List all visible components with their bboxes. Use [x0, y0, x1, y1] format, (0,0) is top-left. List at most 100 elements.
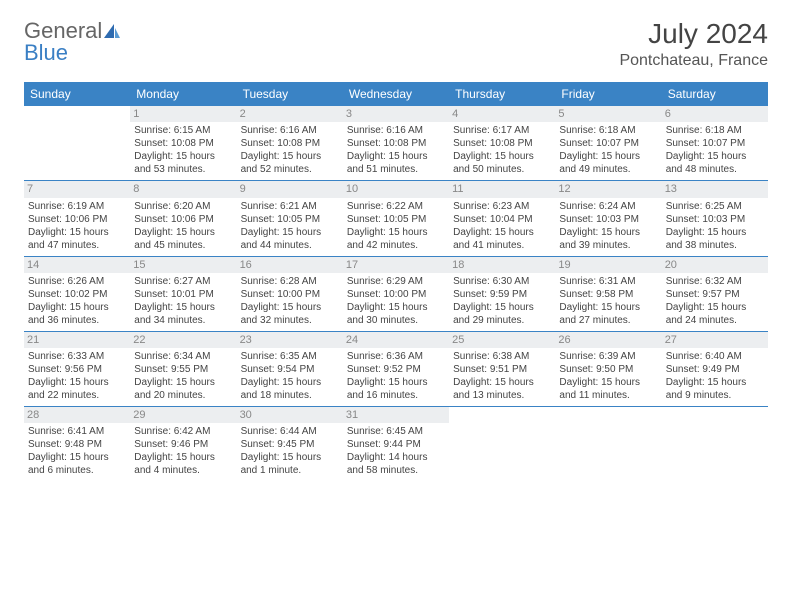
- day-header: Saturday: [662, 82, 768, 106]
- calendar-cell: 27 Sunrise: 6:40 AMSunset: 9:49 PMDayligh…: [662, 331, 768, 406]
- sunrise-line: Sunrise: 6:45 AM: [347, 425, 445, 438]
- daylight-line: Daylight: 15 hours and 52 minutes.: [241, 150, 339, 176]
- day-header: Wednesday: [343, 82, 449, 106]
- calendar-cell: 13Sunrise: 6:25 AMSunset: 10:03 PMDaylig…: [662, 181, 768, 256]
- daylight-line: Daylight: 15 hours and 20 minutes.: [134, 376, 232, 402]
- day-number: 21: [24, 332, 130, 348]
- calendar-cell: 29Sunrise: 6:42 AMSunset: 9:46 PMDayligh…: [130, 407, 236, 482]
- daylight-line: Daylight: 15 hours and 42 minutes.: [347, 226, 445, 252]
- day-number: 22: [130, 332, 236, 348]
- sunset-line: Sunset: 10:04 PM: [453, 213, 551, 226]
- day-number: 17: [343, 257, 449, 273]
- day-header: Monday: [130, 82, 236, 106]
- day-number: 7: [24, 181, 130, 197]
- sunrise-line: Sunrise: 6:33 AM: [28, 350, 126, 363]
- sunrise-line: Sunrise: 6:31 AM: [559, 275, 657, 288]
- calendar-head: SundayMondayTuesdayWednesdayThursdayFrid…: [24, 82, 768, 106]
- calendar-cell: 2Sunrise: 6:16 AMSunset: 10:08 PMDayligh…: [237, 106, 343, 181]
- sunrise-line: Sunrise: 6:20 AM: [134, 200, 232, 213]
- daylight-line: Daylight: 15 hours and 32 minutes.: [241, 301, 339, 327]
- sunrise-line: Sunrise: 6:25 AM: [666, 200, 764, 213]
- sunset-line: Sunset: 9:49 PM: [666, 363, 764, 376]
- sunset-line: Sunset: 9:48 PM: [28, 438, 126, 451]
- sunrise-line: Sunrise: 6:41 AM: [28, 425, 126, 438]
- calendar-cell: 22Sunrise: 6:34 AMSunset: 9:55 PMDayligh…: [130, 331, 236, 406]
- calendar-cell: 28Sunrise: 6:41 AMSunset: 9:48 PMDayligh…: [24, 407, 130, 482]
- calendar-cell: 24Sunrise: 6:36 AMSunset: 9:52 PMDayligh…: [343, 331, 449, 406]
- day-number: 1: [130, 106, 236, 122]
- calendar-cell: 26Sunrise: 6:39 AMSunset: 9:50 PMDayligh…: [555, 331, 661, 406]
- daylight-line: Daylight: 15 hours and 9 minutes.: [666, 376, 764, 402]
- day-number: 29: [130, 407, 236, 423]
- sunset-line: Sunset: 10:06 PM: [28, 213, 126, 226]
- calendar-cell: 15 Sunrise: 6:27 AMSunset: 10:01 PMDaylig…: [130, 256, 236, 331]
- daylight-line: Daylight: 14 hours and 58 minutes.: [347, 451, 445, 477]
- day-number: 27: [662, 332, 768, 348]
- sunset-line: Sunset: 9:51 PM: [453, 363, 551, 376]
- sunrise-line: Sunrise: 6:27 AM: [134, 275, 232, 288]
- calendar-week: 28Sunrise: 6:41 AMSunset: 9:48 PMDayligh…: [24, 407, 768, 482]
- calendar-cell: 10Sunrise: 6:22 AMSunset: 10:05 PMDaylig…: [343, 181, 449, 256]
- day-header: Friday: [555, 82, 661, 106]
- calendar-cell: 14Sunrise: 6:26 AMSunset: 10:02 PMDaylig…: [24, 256, 130, 331]
- day-number: 18: [449, 257, 555, 273]
- daylight-line: Daylight: 15 hours and 34 minutes.: [134, 301, 232, 327]
- title-block: July 2024 Pontchateau, France: [619, 18, 768, 70]
- day-number: 14: [24, 257, 130, 273]
- calendar-cell: 1Sunrise: 6:15 AMSunset: 10:08 PMDayligh…: [130, 106, 236, 181]
- sunset-line: Sunset: 10:08 PM: [453, 137, 551, 150]
- calendar-week: 21Sunrise: 6:33 AMSunset: 9:56 PMDayligh…: [24, 331, 768, 406]
- day-number: 9: [237, 181, 343, 197]
- sunrise-line: Sunrise: 6:24 AM: [559, 200, 657, 213]
- daylight-line: Daylight: 15 hours and 36 minutes.: [28, 301, 126, 327]
- calendar-cell: 23Sunrise: 6:35 AMSunset: 9:54 PMDayligh…: [237, 331, 343, 406]
- sunset-line: Sunset: 9:55 PM: [134, 363, 232, 376]
- day-number: 10: [343, 181, 449, 197]
- daylight-line: Daylight: 15 hours and 51 minutes.: [347, 150, 445, 176]
- sunrise-line: Sunrise: 6:40 AM: [666, 350, 764, 363]
- day-number: 23: [237, 332, 343, 348]
- daylight-line: Daylight: 15 hours and 39 minutes.: [559, 226, 657, 252]
- day-number: 3: [343, 106, 449, 122]
- day-number: 11: [449, 181, 555, 197]
- calendar-cell: 18Sunrise: 6:30 AMSunset: 9:59 PMDayligh…: [449, 256, 555, 331]
- day-number: 20: [662, 257, 768, 273]
- logo-sail-icon: [102, 22, 122, 40]
- sunset-line: Sunset: 9:54 PM: [241, 363, 339, 376]
- day-number: 15: [130, 257, 236, 273]
- sunset-line: Sunset: 10:06 PM: [134, 213, 232, 226]
- sunset-line: Sunset: 10:07 PM: [666, 137, 764, 150]
- day-number: 19: [555, 257, 661, 273]
- day-number: 26: [555, 332, 661, 348]
- logo-text-blue: Blue: [24, 40, 68, 66]
- sunset-line: Sunset: 10:01 PM: [134, 288, 232, 301]
- sunrise-line: Sunrise: 6:28 AM: [241, 275, 339, 288]
- daylight-line: Daylight: 15 hours and 18 minutes.: [241, 376, 339, 402]
- sunset-line: Sunset: 10:07 PM: [559, 137, 657, 150]
- calendar-cell: [555, 407, 661, 482]
- sunrise-line: Sunrise: 6:38 AM: [453, 350, 551, 363]
- day-number: 5: [555, 106, 661, 122]
- calendar-cell: 9Sunrise: 6:21 AMSunset: 10:05 PMDayligh…: [237, 181, 343, 256]
- calendar-cell: [662, 407, 768, 482]
- day-number: 6: [662, 106, 768, 122]
- calendar-week: 14Sunrise: 6:26 AMSunset: 10:02 PMDaylig…: [24, 256, 768, 331]
- sunset-line: Sunset: 9:45 PM: [241, 438, 339, 451]
- daylight-line: Daylight: 15 hours and 16 minutes.: [347, 376, 445, 402]
- daylight-line: Daylight: 15 hours and 6 minutes.: [28, 451, 126, 477]
- sunset-line: Sunset: 9:58 PM: [559, 288, 657, 301]
- calendar-cell: 5Sunrise: 6:18 AMSunset: 10:07 PMDayligh…: [555, 106, 661, 181]
- calendar-cell: 6Sunrise: 6:18 AMSunset: 10:07 PMDayligh…: [662, 106, 768, 181]
- daylight-line: Daylight: 15 hours and 44 minutes.: [241, 226, 339, 252]
- calendar-week: 7Sunrise: 6:19 AMSunset: 10:06 PMDayligh…: [24, 181, 768, 256]
- calendar-cell: [24, 106, 130, 181]
- calendar-cell: 30Sunrise: 6:44 AMSunset: 9:45 PMDayligh…: [237, 407, 343, 482]
- sunrise-line: Sunrise: 6:19 AM: [28, 200, 126, 213]
- sunset-line: Sunset: 10:02 PM: [28, 288, 126, 301]
- calendar-cell: 11Sunrise: 6:23 AMSunset: 10:04 PMDaylig…: [449, 181, 555, 256]
- calendar-cell: 3Sunrise: 6:16 AMSunset: 10:08 PMDayligh…: [343, 106, 449, 181]
- day-header: Sunday: [24, 82, 130, 106]
- sunset-line: Sunset: 10:03 PM: [559, 213, 657, 226]
- day-number: 2: [237, 106, 343, 122]
- sunrise-line: Sunrise: 6:23 AM: [453, 200, 551, 213]
